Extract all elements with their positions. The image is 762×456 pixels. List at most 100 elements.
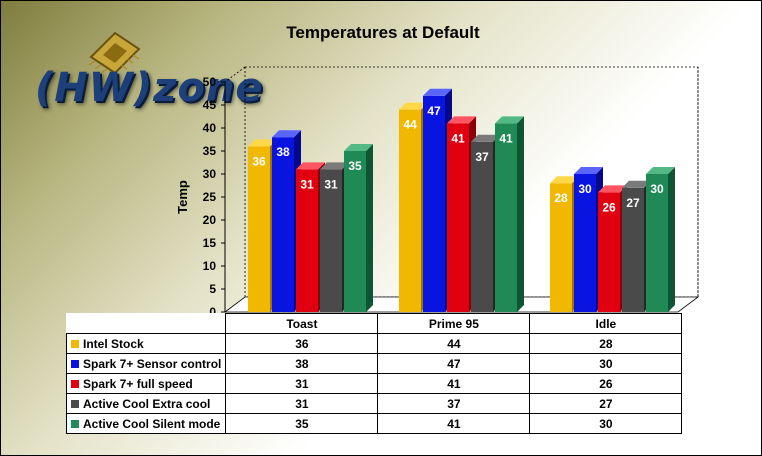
bar-value-label: 41 [451,131,465,145]
table-cell: 26 [529,373,683,394]
bar-top [622,180,651,188]
bar [248,146,270,312]
y-tick-label: 20 [203,213,217,227]
bar-value-label: 31 [300,177,314,191]
table-cell: 27 [529,393,683,414]
bar-side [668,167,675,312]
table-cell: 47 [377,353,531,374]
bar-value-label: 44 [403,118,417,132]
bar-top [447,116,476,124]
legend-label: Spark 7+ Sensor control [83,356,222,371]
y-tick-label: 0 [209,305,216,315]
bar-chart: Temperatures at Default 0 5 10 15 20 25 30 35 40 4… [175,23,700,315]
y-tick-label: 35 [203,144,217,158]
y-tick-label: 5 [209,282,216,296]
table-cell: 31 [225,393,379,414]
y-tick-label: 50 [203,75,217,89]
y-tick-label: 45 [203,98,217,112]
bar-top [598,185,627,193]
legend-label: Spark 7+ full speed [83,376,193,391]
bar [272,137,294,312]
y-tick-label: 15 [203,236,217,250]
table-row: Active Cool Extra cool 31 37 27 [65,393,683,414]
table-category-header: Prime 95 [377,313,531,334]
legend-label: Active Cool Silent mode [83,416,221,431]
data-table: Toast Prime 95 Idle Intel Stock 36 44 28 Spark … [65,313,683,434]
table-cell: 41 [377,373,531,394]
bar-top [574,167,603,174]
table-cell: 41 [377,413,531,434]
bar-value-label: 36 [252,154,266,168]
y-tick-label: 10 [203,259,217,273]
table-cell: 44 [377,333,531,354]
y-axis-label: Temp [175,180,190,214]
bar-top [272,130,301,138]
legend-swatch [71,379,79,388]
bar [622,187,644,312]
bar-top [248,139,277,147]
table-cell: 37 [377,393,531,414]
bar-value-label: 37 [475,150,489,164]
table-cell: 30 [529,353,683,374]
legend-entry: Spark 7+ full speed [65,373,227,394]
table-cell: 36 [225,333,379,354]
table-category-header: Toast [225,313,379,334]
bar-side [366,144,373,312]
legend-swatch [71,359,79,368]
bar-top [550,176,579,184]
table-cell: 30 [529,413,683,434]
table-cell: 28 [529,333,683,354]
table-row: Spark 7+ full speed 31 41 26 [65,373,683,394]
bar-top [344,144,373,151]
bar-top [471,134,500,142]
y-tick-label: 30 [203,167,217,181]
back-wall [244,66,699,298]
bar [598,192,620,312]
bar [550,183,572,312]
table-cell: 38 [225,353,379,374]
legend-entry: Intel Stock [65,333,227,354]
legend-swatch [71,399,79,408]
bar [495,123,517,313]
bar [471,141,493,312]
legend-entry: Active Cool Silent mode [65,413,227,434]
bar-value-label: 35 [348,159,362,173]
legend-swatch [71,419,79,428]
table-row: Spark 7+ Sensor control 38 47 30 [65,353,683,374]
bar-value-label: 26 [602,200,616,214]
bar [344,151,366,312]
side-wall-top [224,66,246,83]
legend-entry: Active Cool Extra cool [65,393,227,414]
bar [296,169,318,312]
legend-label: Active Cool Extra cool [83,396,211,411]
table-cell: 35 [225,413,379,434]
table-row: Intel Stock 36 44 28 [65,333,683,354]
bar-value-label: 41 [499,131,513,145]
bar [574,174,596,312]
bar [399,109,421,312]
bar-top [423,88,452,96]
bar-side [517,116,524,313]
chart-title: Temperatures at Default [286,23,480,42]
bar-top [296,162,325,170]
bar-top [320,162,349,170]
legend-swatch [71,339,79,348]
table-category-header: Idle [529,313,683,334]
bar-value-label: 28 [554,191,568,205]
legend-entry: Spark 7+ Sensor control [65,353,227,374]
bar [423,95,445,312]
table-corner [66,313,227,334]
cpu-chip-icon [88,31,141,75]
bar [447,123,469,313]
table-cell: 31 [225,373,379,394]
bar-value-label: 27 [626,196,640,210]
y-tick-label: 40 [203,121,217,135]
bar-value-label: 30 [650,182,664,196]
bar-value-label: 30 [578,182,592,196]
bar [320,169,342,312]
legend-label: Intel Stock [83,336,144,351]
bar-value-label: 47 [427,104,441,118]
bar-top [646,167,675,174]
bar-top [495,116,524,124]
bar-value-label: 38 [276,145,290,159]
